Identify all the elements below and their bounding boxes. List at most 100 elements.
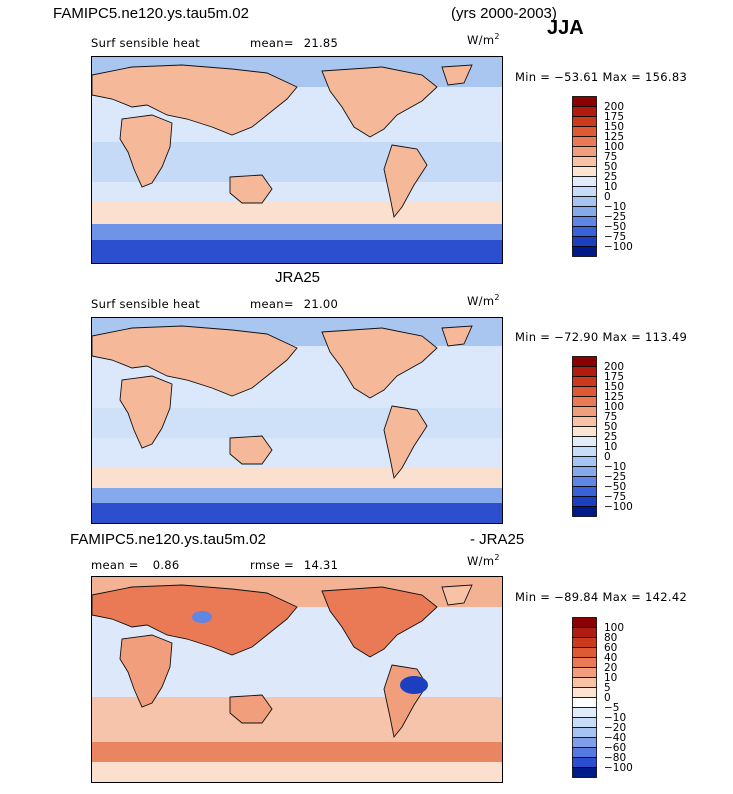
colorbar-tick-label: −5	[604, 702, 619, 714]
colorbar-swatch	[572, 136, 597, 147]
panel2-variable-label: Surf sensible heat	[91, 297, 201, 311]
colorbar-tick-label: −60	[604, 742, 626, 754]
panel2-units-base: W/m	[467, 293, 495, 308]
panel3-asia-anomaly	[192, 611, 212, 623]
colorbar-swatch	[572, 406, 597, 417]
panel3-units-base: W/m	[467, 553, 495, 568]
panel3-mean-label: mean =	[91, 558, 139, 572]
colorbar-tick-label: 100	[604, 401, 624, 413]
colorbar-swatch	[572, 96, 597, 107]
colorbar-swatch	[572, 126, 597, 137]
panel2-max-label: Max =	[602, 330, 642, 344]
panel3-amazon-anomaly	[400, 676, 428, 694]
colorbar-swatch	[572, 246, 597, 257]
panel2-land	[92, 325, 473, 480]
panel2-north-america	[321, 327, 438, 399]
colorbar-swatch	[572, 156, 597, 167]
colorbar-swatch	[572, 176, 597, 187]
colorbar-tick-label: 10	[604, 672, 617, 684]
colorbar-tick-label: 50	[604, 421, 617, 433]
colorbar-tick-label: −20	[604, 722, 626, 734]
panel2-minmax: Min = −72.90 Max = 113.49	[515, 330, 687, 344]
panel1-map	[91, 56, 503, 264]
colorbar-tick-label: −75	[604, 491, 626, 503]
panel2-south-america	[383, 405, 428, 480]
colorbar-tick-label: 200	[604, 361, 624, 373]
colorbar-swatch	[572, 146, 597, 157]
colorbar-tick-label: 125	[604, 391, 624, 403]
colorbar-tick-label: −40	[604, 732, 626, 744]
colorbar-swatch	[572, 476, 597, 487]
colorbar-swatch	[572, 637, 597, 648]
colorbar-swatch	[572, 647, 597, 658]
colorbar-tick-label: 100	[604, 141, 624, 153]
colorbar-swatch	[572, 186, 597, 197]
colorbar-swatch	[572, 426, 597, 437]
colorbar-tick-label: 0	[604, 692, 611, 704]
colorbar-tick-label: 0	[604, 451, 611, 463]
panel2-colorbar: 200 175 150 125 100 75 50 25 10 0 −10 −25 −50 −75 −100	[572, 356, 642, 523]
panel3-units: W/m2	[467, 553, 500, 568]
colorbar-swatch	[572, 757, 597, 768]
panel3-mean: mean = 0.86	[91, 558, 180, 572]
colorbar-swatch	[572, 236, 597, 247]
colorbar-tick-label: 150	[604, 381, 624, 393]
colorbar-swatch	[572, 727, 597, 738]
colorbar-tick-label: 60	[604, 642, 617, 654]
colorbar-tick-label: 25	[604, 431, 617, 443]
colorbar-swatch	[572, 166, 597, 177]
colorbar-swatch	[572, 106, 597, 117]
colorbar-swatch	[572, 667, 597, 678]
panel1-mean-value: 21.85	[303, 36, 339, 50]
panel2-storm-band	[92, 468, 502, 488]
colorbar-tick-label: −25	[604, 471, 626, 483]
panel1-antarctica	[92, 240, 502, 263]
panel2-min-value: −72.90	[554, 330, 599, 344]
panel1-max-label: Max =	[602, 70, 642, 84]
panel1-storm-band	[92, 202, 502, 224]
panel3-max-value: 142.42	[645, 590, 688, 604]
colorbar-tick-label: −75	[604, 231, 626, 243]
colorbar-swatch	[572, 506, 597, 517]
panel1-southern-ocean	[92, 224, 502, 242]
model-title: FAMIPC5.ne120.ys.tau5m.02	[53, 5, 249, 22]
panel2-antarctica	[92, 503, 502, 523]
colorbar-tick-label: −80	[604, 752, 626, 764]
panel3-mean-value: 0.86	[152, 558, 180, 572]
panel1-min-value: −53.61	[554, 70, 599, 84]
colorbar-swatch	[572, 677, 597, 688]
colorbar-swatch	[572, 366, 597, 377]
years-label: (yrs 2000-2003)	[451, 5, 557, 22]
panel3-antarctica	[92, 762, 502, 782]
panel1-units-base: W/m	[467, 32, 495, 47]
colorbar-tick-label: 25	[604, 171, 617, 183]
colorbar-tick-label: 150	[604, 121, 624, 133]
colorbar-tick-label: 0	[604, 191, 611, 203]
colorbar-tick-label: 100	[604, 622, 624, 634]
colorbar-swatch	[572, 486, 597, 497]
panel3-greenland	[441, 584, 473, 606]
panel3-australia	[229, 694, 273, 724]
colorbar-tick-label: 175	[604, 371, 624, 383]
panel2-title: JRA25	[275, 269, 321, 286]
panel3-max-label: Max =	[602, 590, 642, 604]
panel2-eurasia	[92, 325, 298, 397]
panel1-eurasia	[92, 64, 298, 136]
colorbar-swatch	[572, 466, 597, 477]
panel3-southern-band	[92, 697, 502, 742]
panel3-rmse-value: 14.31	[303, 558, 339, 572]
colorbar-tick-label: −100	[604, 762, 633, 774]
colorbar-swatch	[572, 657, 597, 668]
colorbar-tick-label: −100	[604, 501, 633, 513]
panel1-south-america	[383, 144, 428, 219]
colorbar-swatch	[572, 707, 597, 718]
colorbar-tick-label: 50	[604, 161, 617, 173]
panel2-africa	[119, 375, 173, 449]
panel1-units: W/m2	[467, 32, 500, 47]
season-label: JJA	[547, 17, 584, 39]
panel3-title-right: - JRA25	[470, 531, 525, 548]
colorbar-tick-label: 10	[604, 181, 617, 193]
panel3-rmse-label: rmse =	[250, 558, 294, 572]
colorbar-tick-label: −50	[604, 481, 626, 493]
